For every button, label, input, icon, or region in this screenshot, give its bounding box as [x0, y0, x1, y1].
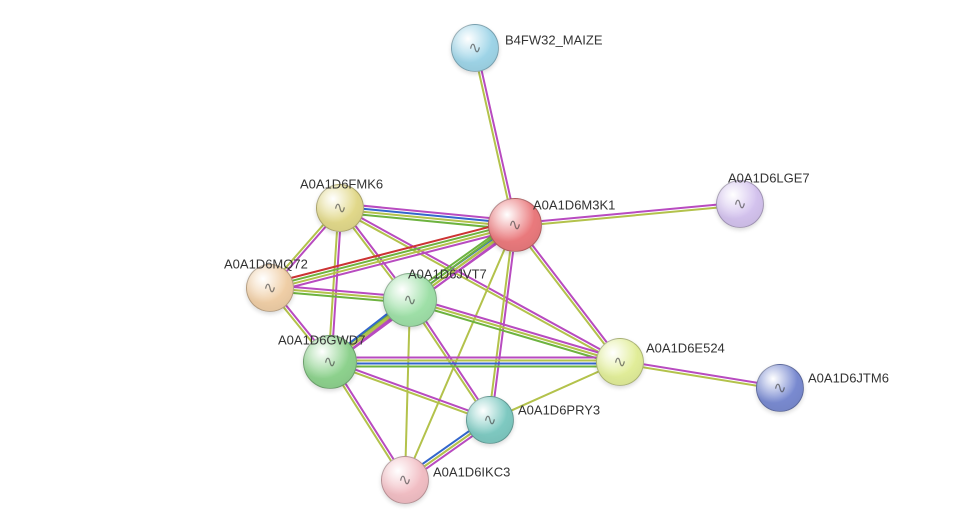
- protein-node[interactable]: ∿: [488, 198, 542, 252]
- protein-node[interactable]: ∿: [596, 338, 644, 386]
- protein-node-circle[interactable]: ∿: [451, 24, 499, 72]
- structure-glyph-icon: ∿: [323, 352, 336, 372]
- protein-node[interactable]: ∿: [383, 273, 437, 327]
- protein-node[interactable]: ∿: [466, 396, 514, 444]
- protein-node-circle[interactable]: ∿: [303, 335, 357, 389]
- protein-node-circle[interactable]: ∿: [316, 184, 364, 232]
- edge-experiments: [515, 203, 740, 224]
- protein-node-circle[interactable]: ∿: [596, 338, 644, 386]
- structure-glyph-icon: ∿: [468, 38, 481, 58]
- protein-node[interactable]: ∿: [316, 184, 364, 232]
- protein-node[interactable]: ∿: [716, 180, 764, 228]
- protein-node-circle[interactable]: ∿: [756, 364, 804, 412]
- edge-textmining: [515, 205, 740, 226]
- structure-glyph-icon: ∿: [483, 410, 496, 430]
- structure-glyph-icon: ∿: [403, 290, 416, 310]
- protein-node[interactable]: ∿: [246, 264, 294, 312]
- structure-glyph-icon: ∿: [398, 470, 411, 490]
- protein-node[interactable]: ∿: [451, 24, 499, 72]
- edge-textmining: [489, 225, 514, 420]
- structure-glyph-icon: ∿: [508, 215, 521, 235]
- protein-node[interactable]: ∿: [756, 364, 804, 412]
- protein-node-circle[interactable]: ∿: [246, 264, 294, 312]
- edge-textmining: [410, 300, 620, 362]
- structure-glyph-icon: ∿: [613, 352, 626, 372]
- protein-node-circle[interactable]: ∿: [381, 456, 429, 504]
- structure-glyph-icon: ∿: [333, 198, 346, 218]
- edge-database: [409, 303, 619, 365]
- network-canvas: ∿B4FW32_MAIZE∿A0A1D6FMK6∿A0A1D6M3K1∿A0A1…: [0, 0, 975, 525]
- protein-node-circle[interactable]: ∿: [488, 198, 542, 252]
- protein-node[interactable]: ∿: [303, 335, 357, 389]
- network-edges: [0, 0, 975, 525]
- protein-node[interactable]: ∿: [381, 456, 429, 504]
- protein-node-circle[interactable]: ∿: [716, 180, 764, 228]
- structure-glyph-icon: ∿: [263, 278, 276, 298]
- structure-glyph-icon: ∿: [773, 378, 786, 398]
- protein-node-circle[interactable]: ∿: [466, 396, 514, 444]
- structure-glyph-icon: ∿: [733, 194, 746, 214]
- protein-node-circle[interactable]: ∿: [383, 273, 437, 327]
